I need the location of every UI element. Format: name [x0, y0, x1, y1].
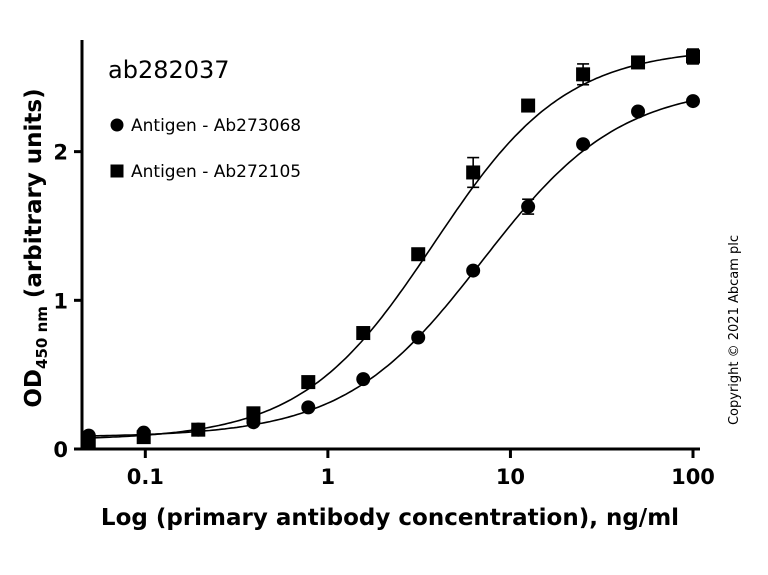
- y-axis-title-suffix: (arbitrary units): [21, 88, 47, 306]
- x-axis-title: Log (primary antibody concentration), ng…: [101, 505, 679, 531]
- data-point-square: [356, 326, 371, 341]
- y-axis-title-main: OD: [21, 369, 47, 408]
- copyright-notice: Copyright © 2021 Abcam plc: [727, 235, 742, 425]
- data-point-square: [466, 165, 481, 180]
- x-tick-label: 0.1: [127, 465, 164, 489]
- y-ticks: 0 1 2: [53, 141, 82, 462]
- x-tick-label: 100: [671, 465, 715, 489]
- data-point-square: [301, 375, 316, 390]
- data-point-circle: [466, 263, 481, 278]
- fit-curves: [88, 54, 694, 439]
- legend-marker-square: [110, 164, 124, 178]
- y-tick-label: 0: [53, 438, 68, 462]
- data-point-circle: [356, 372, 371, 387]
- y-axis-title-subscript: 450 nm: [33, 306, 51, 369]
- y-axis-title: OD450 nm (arbitrary units): [21, 88, 51, 407]
- data-point-circle: [521, 199, 536, 214]
- fit-curve-series-2: [88, 54, 694, 439]
- y-tick-label: 1: [53, 289, 68, 313]
- data-point-square: [411, 247, 426, 262]
- legend-label-series-2: Antigen - Ab272105: [131, 162, 301, 182]
- data-point-circle: [631, 104, 646, 119]
- data-point-square: [191, 422, 206, 437]
- x-tick-label: 1: [321, 465, 336, 489]
- data-point-square: [521, 98, 536, 113]
- data-point-square: [686, 49, 700, 64]
- x-tick-label: 10: [496, 465, 525, 489]
- data-point-circle: [411, 330, 426, 345]
- data-markers: [81, 49, 700, 449]
- data-point-circle: [576, 137, 591, 152]
- fit-curve-series-1: [88, 99, 694, 437]
- legend-marker-circle: [110, 118, 124, 132]
- data-point-square: [576, 67, 591, 82]
- legend: Antigen - Ab273068 Antigen - Ab272105: [110, 116, 301, 182]
- data-point-square: [631, 55, 646, 70]
- x-ticks: 0.1 1 10 100: [127, 449, 715, 489]
- legend-label-series-1: Antigen - Ab273068: [131, 116, 301, 136]
- data-point-square: [246, 406, 261, 421]
- y-tick-label: 2: [53, 141, 68, 165]
- data-point-circle: [686, 94, 700, 109]
- data-point-square: [136, 430, 151, 445]
- data-point-square: [81, 434, 96, 449]
- chart-title: ab282037: [108, 56, 230, 84]
- data-point-circle: [301, 400, 316, 415]
- axes: [80, 40, 700, 451]
